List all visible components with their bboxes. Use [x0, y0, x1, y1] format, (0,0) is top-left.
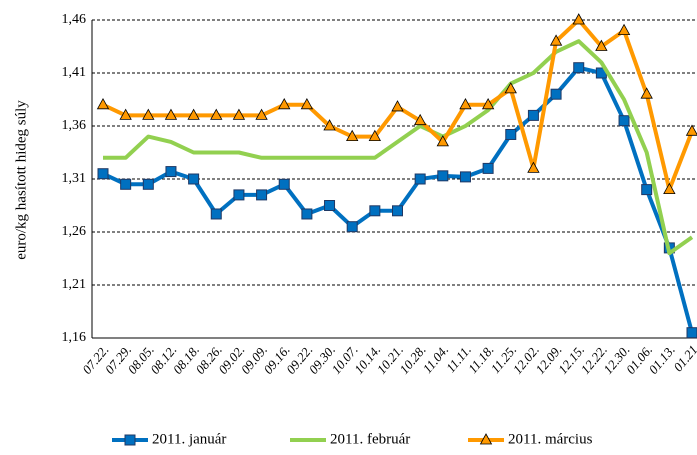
marker: [255, 108, 268, 120]
y-tick-label: 1,31: [62, 171, 87, 186]
marker: [549, 34, 563, 46]
marker: [323, 119, 336, 131]
marker: [685, 124, 697, 136]
marker: [505, 128, 517, 140]
marker: [142, 108, 155, 120]
marker: [479, 433, 493, 445]
marker: [482, 162, 494, 174]
marker: [391, 100, 404, 112]
marker: [436, 135, 449, 147]
legend-label: 2011. január: [152, 431, 226, 447]
marker: [369, 205, 381, 217]
marker: [686, 327, 697, 339]
marker: [641, 184, 653, 196]
y-tick-label: 1,46: [62, 12, 87, 27]
marker: [573, 62, 585, 74]
marker: [278, 178, 290, 190]
marker: [210, 208, 222, 220]
y-tick-label: 1,36: [62, 118, 87, 133]
x-tick-label: 01.13.: [646, 342, 678, 377]
marker: [527, 109, 539, 121]
marker: [232, 108, 246, 120]
marker: [120, 178, 132, 190]
marker: [459, 171, 471, 183]
y-tick-label: 1,16: [62, 330, 87, 345]
marker: [368, 129, 382, 141]
marker: [346, 129, 359, 141]
marker: [324, 200, 336, 211]
marker: [663, 182, 676, 194]
marker: [164, 108, 178, 120]
marker: [504, 82, 517, 94]
marker: [278, 97, 291, 110]
marker: [550, 88, 562, 100]
marker: [96, 97, 110, 110]
marker: [459, 97, 472, 110]
marker: [300, 97, 314, 110]
y-tick-label: 1,26: [62, 224, 87, 239]
marker: [572, 13, 585, 25]
marker: [97, 168, 109, 180]
marker: [437, 170, 449, 182]
marker: [187, 108, 200, 120]
marker: [210, 108, 223, 120]
marker: [233, 189, 245, 201]
marker: [392, 205, 403, 217]
marker: [346, 221, 358, 233]
marker: [142, 178, 154, 190]
marker: [414, 173, 426, 185]
marker: [124, 434, 136, 446]
marker: [413, 113, 427, 126]
marker: [256, 189, 268, 201]
marker: [527, 161, 540, 173]
marker: [595, 39, 608, 51]
y-tick-label: 1,21: [62, 277, 87, 292]
x-tick-label: 11.04.: [420, 342, 452, 376]
legend-label: 2011. február: [330, 431, 410, 447]
y-axis-label: euro/kg hasított hideg súly: [13, 100, 29, 260]
marker: [119, 108, 132, 120]
x-tick-label: 10.28.: [396, 342, 428, 377]
series-line: [103, 39, 694, 256]
marker: [617, 23, 631, 35]
marker: [481, 97, 495, 110]
marker: [618, 115, 630, 127]
marker: [301, 208, 313, 220]
marker: [165, 166, 177, 178]
legend-label: 2011. március: [508, 431, 593, 447]
x-tick-label: 01.21: [670, 342, 697, 374]
y-tick-label: 1,41: [62, 65, 87, 80]
marker: [640, 87, 653, 99]
marker: [188, 173, 200, 185]
